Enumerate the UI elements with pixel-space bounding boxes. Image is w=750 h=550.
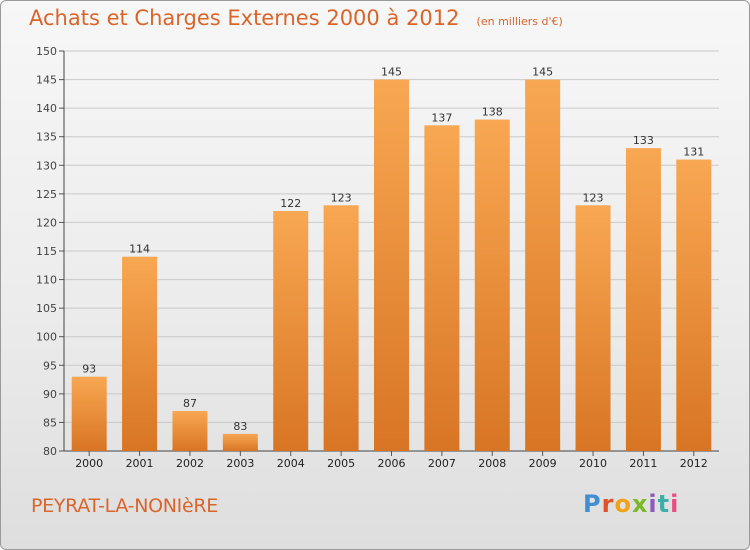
y-tick-label: 140 bbox=[36, 102, 57, 115]
bar-chart: 80 85 90 95 100 105 110 115 120 125 130 135 140 145 15… bbox=[36, 45, 719, 470]
data-label: 122 bbox=[280, 197, 301, 210]
x-tick-label: 2007 bbox=[428, 457, 456, 470]
data-labels: 93 114 87 83 122 123 145 137 138 145 123 133 131 bbox=[82, 66, 704, 433]
y-tick-label: 100 bbox=[36, 331, 57, 344]
data-label: 93 bbox=[82, 363, 96, 376]
bar-2004 bbox=[273, 211, 309, 451]
y-tick-label: 85 bbox=[43, 416, 57, 429]
bar-2010 bbox=[575, 205, 611, 451]
y-tick-label: 115 bbox=[36, 245, 57, 258]
y-tick-label: 95 bbox=[43, 359, 57, 372]
bar-2009 bbox=[525, 79, 561, 452]
bars bbox=[71, 79, 712, 452]
bar-2002 bbox=[172, 411, 208, 451]
x-tick-label: 2011 bbox=[629, 457, 657, 470]
y-tick-label: 90 bbox=[43, 388, 57, 401]
data-label: 131 bbox=[683, 146, 704, 159]
data-label: 123 bbox=[331, 191, 352, 204]
commune-name: PEYRAT-LA-NONIèRE bbox=[31, 495, 218, 517]
bar-2008 bbox=[474, 119, 510, 452]
data-label: 133 bbox=[633, 134, 654, 147]
y-tick-label: 135 bbox=[36, 131, 57, 144]
x-tick-label: 2012 bbox=[680, 457, 708, 470]
data-label: 138 bbox=[482, 106, 503, 119]
bar-2001 bbox=[122, 256, 158, 451]
data-label: 87 bbox=[183, 397, 197, 410]
bar-2011 bbox=[625, 148, 661, 451]
y-tick-label: 105 bbox=[36, 302, 57, 315]
x-tick-label: 2001 bbox=[126, 457, 154, 470]
x-tick-label: 2002 bbox=[176, 457, 204, 470]
x-tick-label: 2008 bbox=[478, 457, 506, 470]
bar-2012 bbox=[676, 159, 712, 452]
data-label: 114 bbox=[129, 243, 150, 256]
data-label: 137 bbox=[431, 111, 452, 124]
x-tick-label: 2004 bbox=[277, 457, 305, 470]
x-tick-label: 2009 bbox=[529, 457, 557, 470]
y-tick-label: 80 bbox=[43, 445, 57, 458]
bar-2005 bbox=[323, 205, 359, 451]
data-label: 145 bbox=[532, 66, 553, 79]
y-tick-label: 110 bbox=[36, 274, 57, 287]
x-tick-label: 2000 bbox=[75, 457, 103, 470]
y-tick-label: 145 bbox=[36, 74, 57, 87]
x-tick-label: 2005 bbox=[327, 457, 355, 470]
bar-2007 bbox=[424, 125, 460, 452]
y-tick-label: 120 bbox=[36, 216, 57, 229]
y-tick-label: 150 bbox=[36, 45, 57, 58]
chart-header: Achats et Charges Externes 2000 à 2012 (… bbox=[29, 6, 563, 30]
y-tick-label: 130 bbox=[36, 159, 57, 172]
bar-2003 bbox=[222, 433, 258, 451]
data-label: 123 bbox=[583, 191, 604, 204]
bar-2000 bbox=[71, 376, 107, 451]
data-label: 145 bbox=[381, 66, 402, 79]
chart-subtitle: (en milliers d'€) bbox=[476, 15, 563, 28]
x-tick-label: 2010 bbox=[579, 457, 607, 470]
x-tick-label: 2003 bbox=[226, 457, 254, 470]
x-tick-label: 2006 bbox=[378, 457, 406, 470]
bar-2006 bbox=[374, 79, 409, 452]
y-tick-label: 125 bbox=[36, 188, 57, 201]
data-label: 83 bbox=[233, 420, 247, 433]
proxiti-logo[interactable]: Proxiti bbox=[583, 490, 680, 518]
chart-title: Achats et Charges Externes 2000 à 2012 bbox=[29, 6, 460, 30]
